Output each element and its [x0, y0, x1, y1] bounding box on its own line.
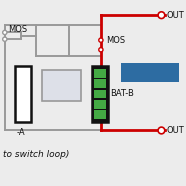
Text: OUT: OUT [166, 11, 184, 20]
Text: to switch loop): to switch loop) [3, 150, 69, 159]
Text: MCU: MCU [50, 80, 73, 90]
FancyBboxPatch shape [92, 66, 108, 122]
Circle shape [158, 12, 165, 19]
Circle shape [3, 30, 7, 35]
FancyBboxPatch shape [42, 70, 81, 101]
FancyBboxPatch shape [94, 100, 106, 109]
Text: MOS: MOS [8, 25, 27, 34]
FancyBboxPatch shape [15, 66, 31, 122]
FancyBboxPatch shape [94, 89, 106, 98]
Circle shape [99, 38, 103, 42]
FancyBboxPatch shape [94, 110, 106, 119]
FancyBboxPatch shape [121, 63, 179, 82]
Circle shape [158, 127, 165, 134]
Text: OUT: OUT [166, 126, 184, 135]
FancyBboxPatch shape [94, 69, 106, 78]
FancyBboxPatch shape [94, 79, 106, 88]
Circle shape [3, 37, 7, 41]
Circle shape [99, 48, 103, 52]
Text: BAT-B: BAT-B [110, 89, 134, 98]
Text: -A: -A [17, 128, 25, 137]
Text: MOS: MOS [106, 36, 125, 45]
